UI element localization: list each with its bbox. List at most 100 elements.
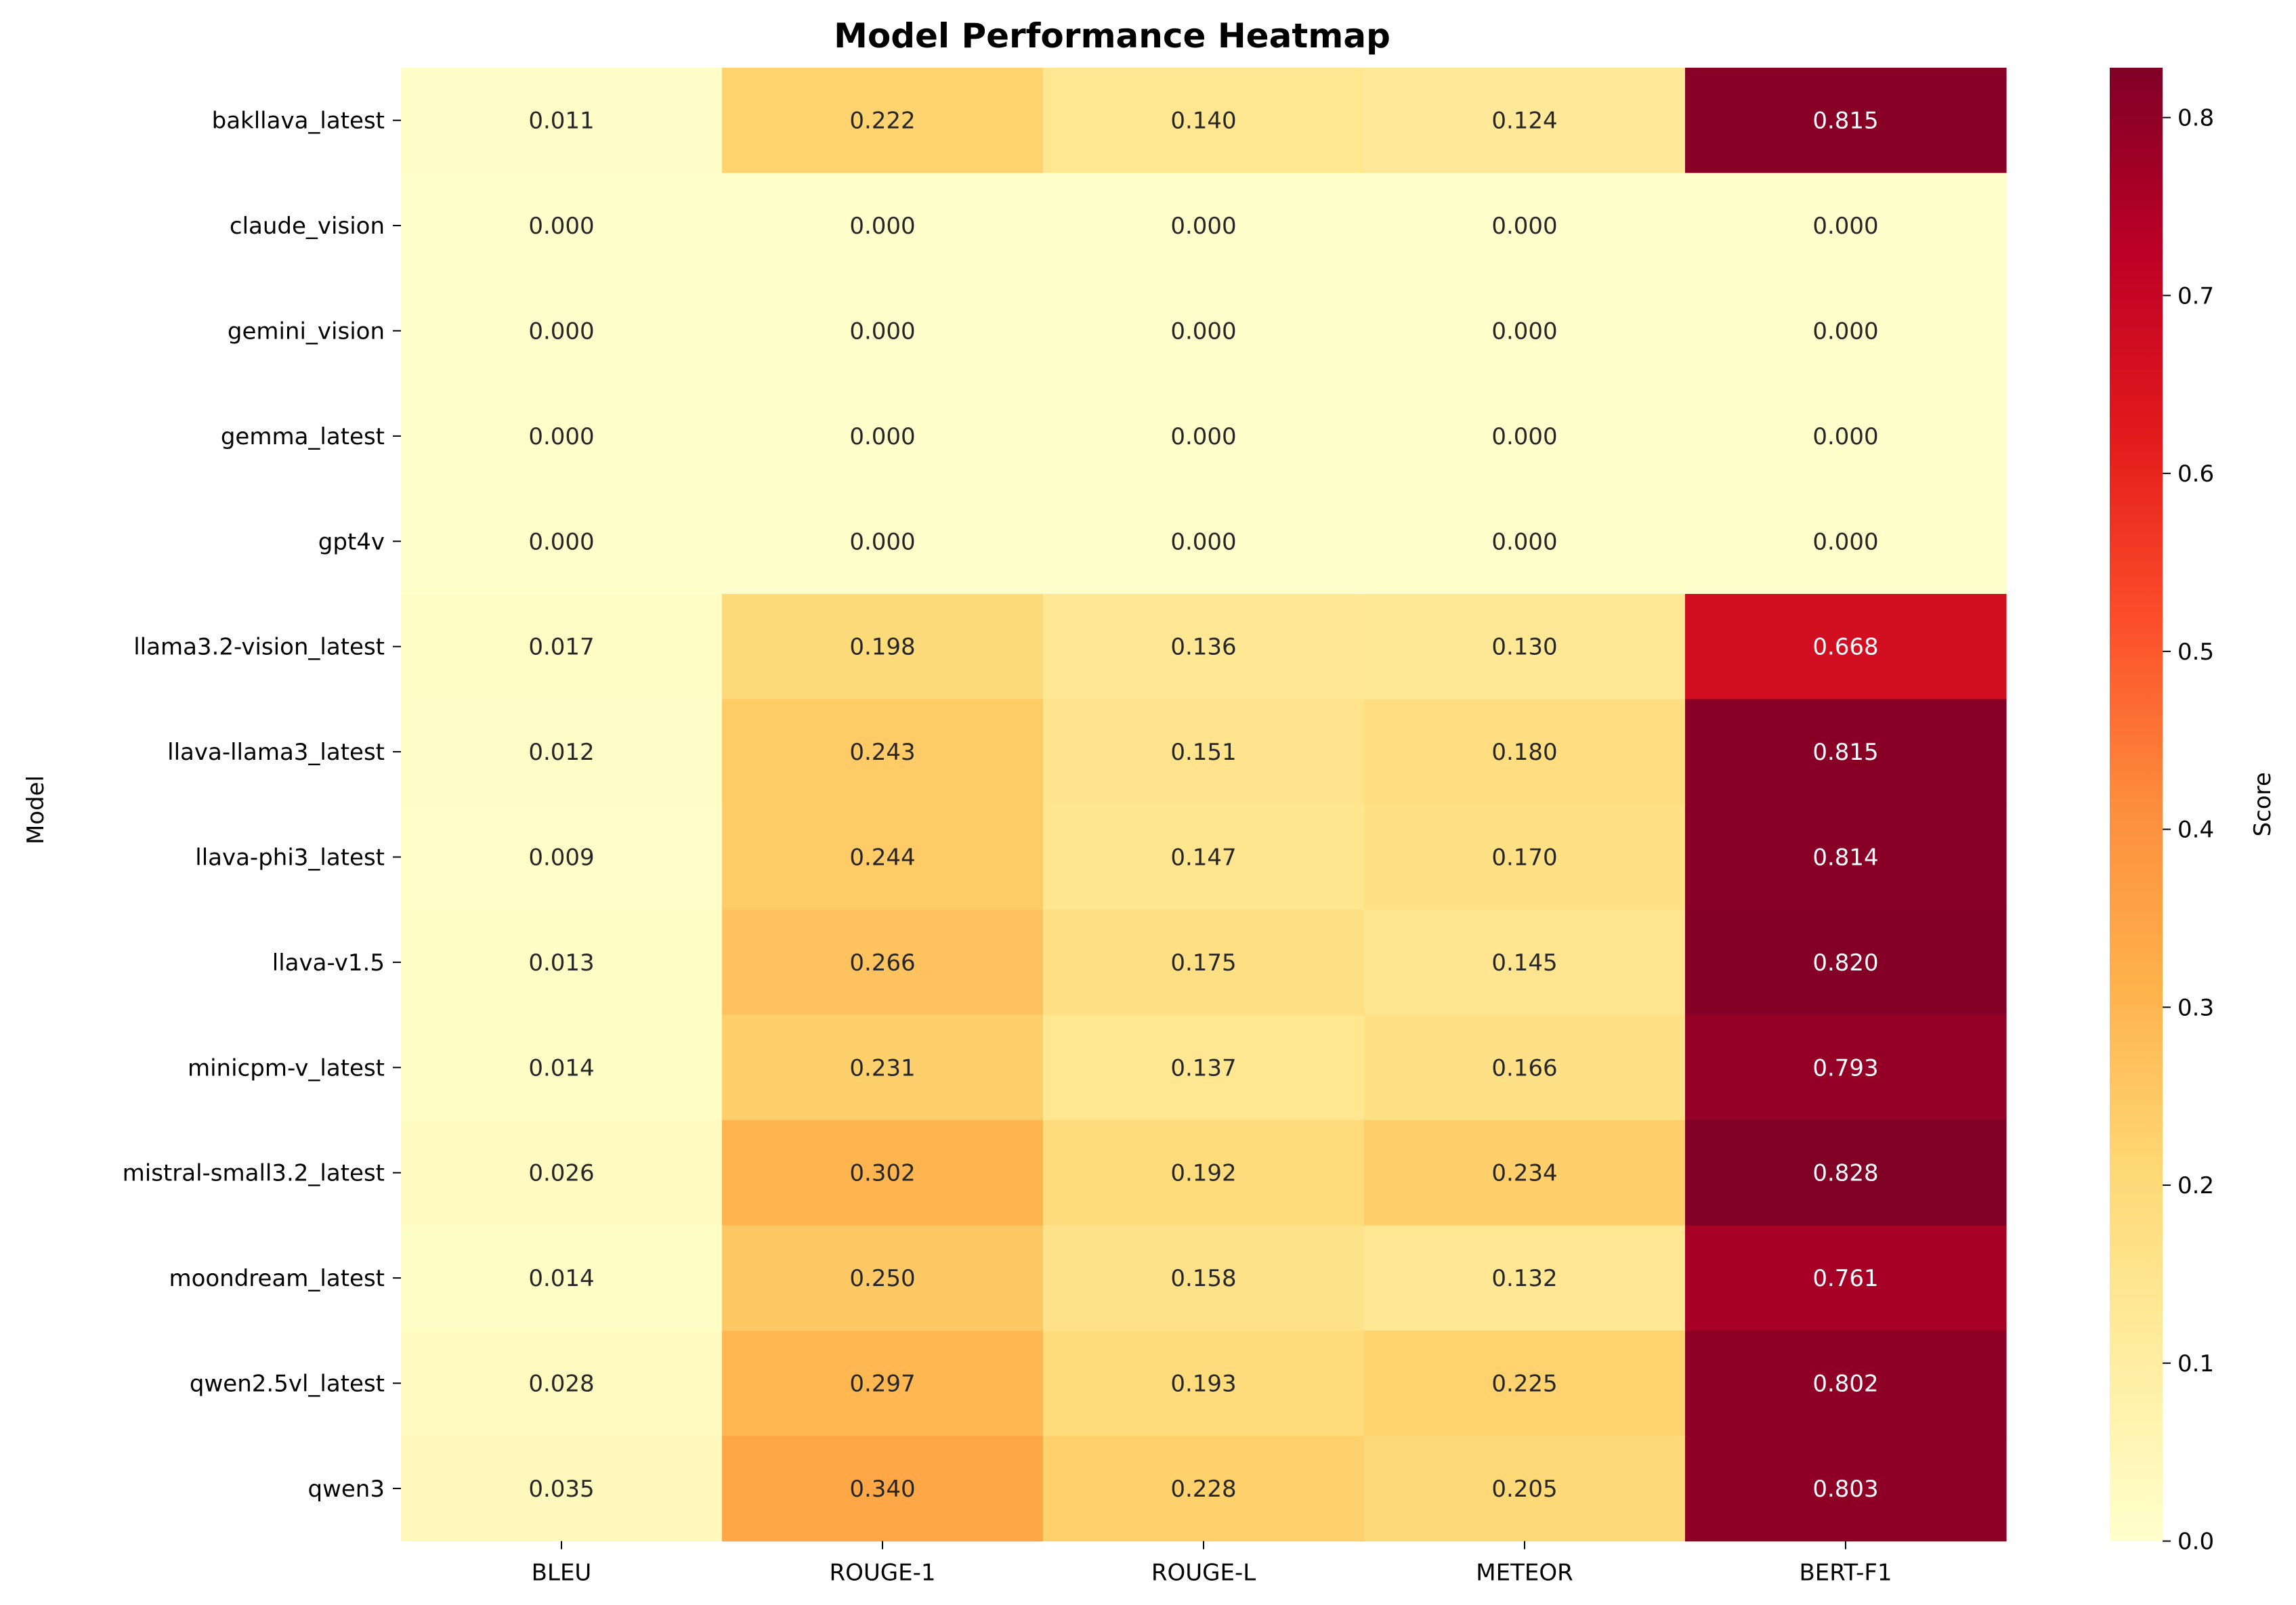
cell-value-label: 0.828 (1812, 1160, 1878, 1187)
heatmap-cell (401, 1120, 723, 1226)
heatmap-cell (1364, 173, 1686, 279)
cell-value-label: 0.011 (528, 108, 594, 135)
heatmap-cell (401, 383, 723, 490)
y-tick-label: mistral-small3.2_latest (123, 1160, 385, 1187)
cell-value-label: 0.793 (1812, 1054, 1878, 1082)
cell-value-label: 0.761 (1812, 1265, 1878, 1292)
cell-value-label: 0.815 (1812, 739, 1878, 766)
cell-value-label: 0.000 (1812, 528, 1878, 555)
y-tick-label: claude_vision (230, 213, 385, 240)
y-axis: bakllava_latest claude_vision gemini_visio… (123, 108, 401, 1503)
heatmap-cell (1685, 909, 2007, 1016)
cell-value-label: 0.170 (1491, 844, 1557, 872)
heatmap-cell (1364, 699, 1686, 805)
y-tick-label: llava-phi3_latest (195, 844, 385, 872)
cell-value-label: 0.014 (528, 1265, 594, 1292)
colorbar-gradient (2110, 68, 2163, 1541)
cell-value-label: 0.140 (1170, 108, 1236, 135)
y-tick-label: minicpm-v_latest (188, 1054, 385, 1082)
heatmap-cell (1685, 1225, 2007, 1331)
cell-value-label: 0.000 (528, 318, 594, 345)
y-tick-label: llava-v1.5 (272, 949, 385, 977)
y-tick-label: qwen2.5vl_latest (190, 1371, 385, 1398)
cell-value-label: 0.000 (528, 423, 594, 450)
cell-value-label: 0.222 (849, 108, 915, 135)
heatmap-cell (1685, 1330, 2007, 1436)
cell-value-label: 0.000 (1170, 528, 1236, 555)
cell-value-label: 0.013 (528, 949, 594, 977)
heatmap-cell (1364, 278, 1686, 384)
heatmap-cell (1364, 1436, 1686, 1542)
heatmap-cell (1043, 699, 1365, 805)
heatmap-cell (1364, 804, 1686, 910)
y-tick-label: moondream_latest (169, 1265, 385, 1292)
cell-value-label: 0.000 (1170, 213, 1236, 240)
heatmap-cell (1364, 383, 1686, 490)
heatmap-cell (1685, 488, 2007, 595)
cell-value-label: 0.014 (528, 1054, 594, 1082)
cell-value-label: 0.028 (528, 1371, 594, 1398)
y-tick-label: qwen3 (308, 1476, 385, 1503)
heatmap-cell (1685, 1120, 2007, 1226)
y-tick-label: bakllava_latest (212, 108, 385, 135)
colorbar-tick-label: 0.6 (2177, 461, 2214, 488)
heatmap-cell (401, 1330, 723, 1436)
cell-value-label: 0.000 (849, 318, 915, 345)
x-tick-label: BERT-F1 (1799, 1560, 1892, 1587)
heatmap-cell (1043, 909, 1365, 1016)
heatmap-cell (722, 1014, 1044, 1121)
heatmap-cell (401, 173, 723, 279)
heatmap-cell (401, 488, 723, 595)
heatmap-cell (1043, 173, 1365, 279)
heatmap-cell (1364, 488, 1686, 595)
cell-value-label: 0.000 (849, 213, 915, 240)
cell-value-label: 0.000 (1812, 423, 1878, 450)
cell-value-label: 0.205 (1491, 1476, 1557, 1503)
heatmap-cell (1364, 1014, 1686, 1121)
heatmap-cell (1364, 1120, 1686, 1226)
colorbar-label: Score (2249, 772, 2276, 836)
heatmap-cell (401, 699, 723, 805)
cell-value-label: 0.000 (1491, 213, 1557, 240)
heatmap-cell (401, 909, 723, 1016)
cell-value-label: 0.000 (528, 213, 594, 240)
y-tick-label: gemini_vision (228, 318, 385, 345)
heatmap-cell (1043, 1120, 1365, 1226)
cell-value-label: 0.000 (528, 528, 594, 555)
heatmap-cell (722, 1225, 1044, 1331)
cell-value-label: 0.035 (528, 1476, 594, 1503)
colorbar-tick-label: 0.7 (2177, 282, 2214, 309)
cell-value-label: 0.147 (1170, 844, 1236, 872)
chart-title: Model Performance Heatmap (834, 16, 1390, 56)
heatmap-cell (722, 488, 1044, 595)
heatmap-cell (722, 278, 1044, 384)
heatmap-cell (1043, 594, 1365, 700)
colorbar-tick-label: 0.0 (2177, 1528, 2214, 1556)
cell-value-label: 0.244 (849, 844, 915, 872)
heatmap-cell (401, 1436, 723, 1542)
heatmap-cell (1685, 699, 2007, 805)
cell-value-label: 0.132 (1491, 1265, 1557, 1292)
heatmap-cell (401, 594, 723, 700)
cell-value-label: 0.340 (849, 1476, 915, 1503)
heatmap-cell (1685, 1014, 2007, 1121)
cell-value-label: 0.815 (1812, 108, 1878, 135)
cell-value-label: 0.000 (1812, 318, 1878, 345)
heatmap-cell (1685, 383, 2007, 490)
heatmap-cell (1364, 594, 1686, 700)
cell-value-label: 0.000 (1491, 528, 1557, 555)
heatmap-cell (722, 1330, 1044, 1436)
cell-value-label: 0.145 (1491, 949, 1557, 977)
cell-value-label: 0.234 (1491, 1160, 1557, 1187)
cell-value-label: 0.820 (1812, 949, 1878, 977)
cell-value-label: 0.192 (1170, 1160, 1236, 1187)
cell-value-label: 0.198 (849, 634, 915, 661)
heatmap-cell (1685, 594, 2007, 700)
colorbar-tick-label: 0.2 (2177, 1172, 2214, 1199)
heatmap-cell (722, 699, 1044, 805)
cell-value-label: 0.250 (849, 1265, 915, 1292)
heatmap-cell (1043, 1436, 1365, 1542)
heatmap-cell (1043, 1014, 1365, 1121)
y-tick-label: llama3.2-vision_latest (133, 634, 385, 661)
